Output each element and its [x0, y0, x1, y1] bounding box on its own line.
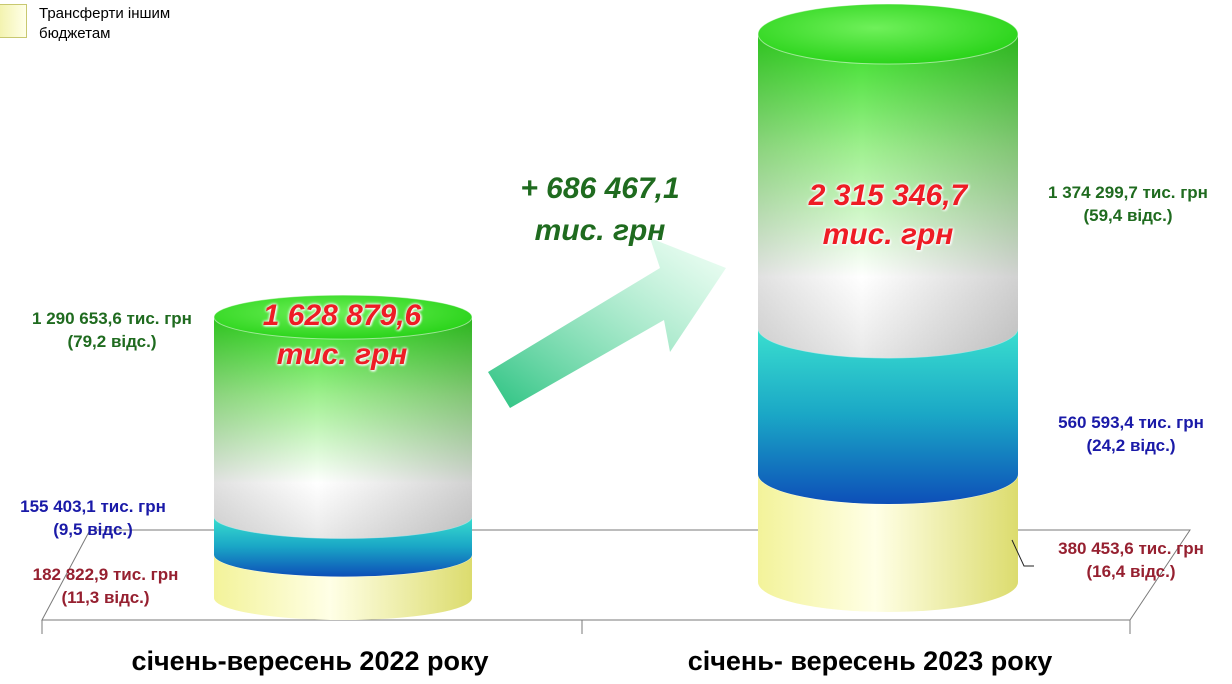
data-label-share: (24,2 відс.) — [1086, 435, 1176, 455]
data-label-share: (79,2 відс.) — [67, 331, 157, 351]
legend: Трансферти іншим бюджетам — [0, 4, 239, 45]
total-value: 1 628 879,6 — [262, 299, 422, 332]
data-label-value: 1 374 299,7 тис. грн — [1048, 183, 1208, 202]
data-label-2023-green: 1 374 299,7 тис. грн (59,4 відс.) — [1024, 182, 1232, 228]
stacked-cylinders — [213, 3, 1019, 620]
data-label-value: 380 453,6 тис. грн — [1058, 539, 1204, 558]
difference-unit: тис. грн — [534, 214, 666, 247]
total-unit: тис. грн — [276, 338, 408, 371]
data-label-2022-green: 1 290 653,6 тис. грн (79,2 відс.) — [8, 308, 216, 354]
cylinder-shade-1 — [758, 34, 1018, 358]
difference-value: + 686 467,1 — [520, 172, 680, 205]
data-label-share: (9,5 відс.) — [53, 519, 133, 539]
increase-arrow — [488, 238, 726, 408]
legend-label-transfers: Трансферти іншим бюджетам — [39, 5, 171, 43]
chart-floor — [41, 529, 1191, 621]
category-label-2022: січень-вересень 2022 року — [131, 646, 489, 676]
cylinder-segment-transfers-1 — [758, 474, 1018, 612]
data-label-2023-blue: 560 593,4 тис. грн (24,2 відс.) — [1036, 412, 1226, 458]
cylinder-segment-mid-1 — [758, 327, 1018, 505]
data-label-2023-yellow: 380 453,6 тис. грн (16,4 відс.) — [1036, 538, 1226, 584]
cylinder-top-main-1 — [757, 3, 1019, 65]
category-label-2023: січень- вересень 2023 року — [687, 646, 1053, 676]
data-label-share: (11,3 відс.) — [61, 587, 150, 607]
legend-swatch-transfers — [0, 4, 27, 38]
data-label-value: 182 822,9 тис. грн — [32, 565, 179, 584]
leader-line — [1011, 539, 1034, 567]
cylinder-top-main-0 — [213, 294, 473, 340]
data-label-value: 155 403,1 тис. грн — [20, 497, 166, 516]
total-unit: тис. грн — [822, 218, 954, 251]
data-label-2022-yellow: 182 822,9 тис. грн (11,3 відс.) — [8, 564, 203, 610]
difference-label: + 686 467,1 тис. грн — [480, 168, 720, 252]
total-value: 2 315 346,7 — [808, 179, 968, 212]
data-label-value: 560 593,4 тис. грн — [1058, 413, 1204, 432]
data-label-value: 1 290 653,6 тис. грн — [32, 309, 192, 328]
data-label-share: (16,4 відс.) — [1086, 561, 1176, 581]
total-label-2022: 1 628 879,6 тис. грн — [214, 296, 470, 374]
data-label-share: (59,4 відс.) — [1083, 205, 1173, 225]
data-label-2022-blue: 155 403,1 тис. грн (9,5 відс.) — [8, 496, 178, 542]
cylinder-shade-0 — [214, 317, 472, 539]
total-label-2023: 2 315 346,7 тис. грн — [758, 176, 1018, 254]
